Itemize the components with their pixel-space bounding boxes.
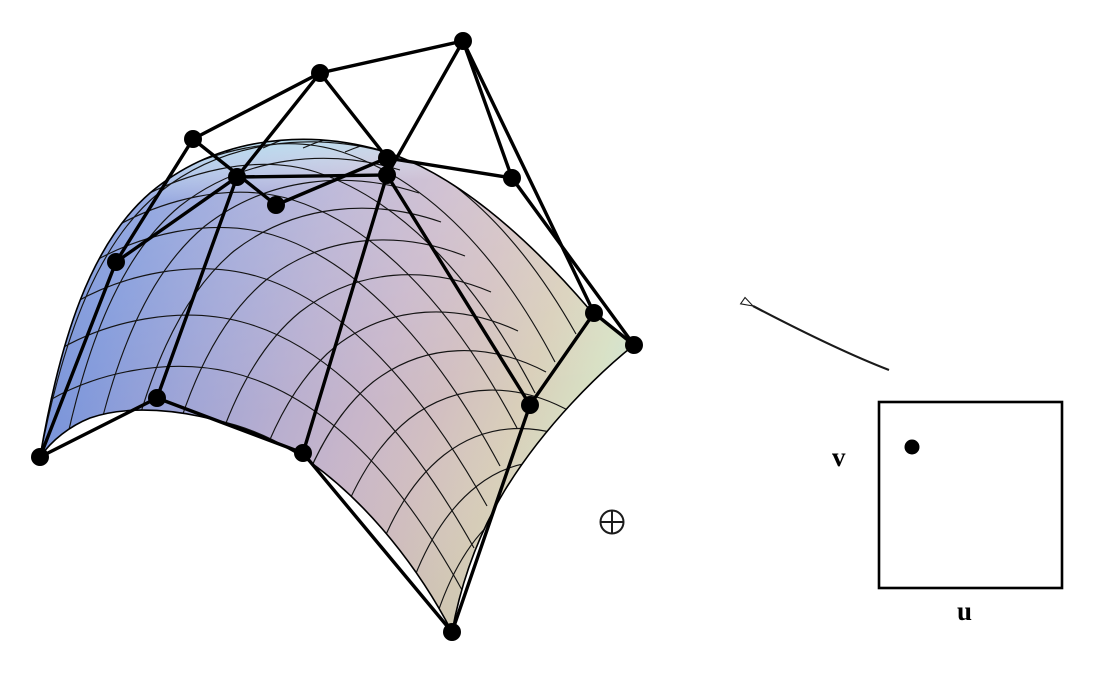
control-points xyxy=(31,32,643,641)
control-point[interactable] xyxy=(378,149,396,167)
control-point[interactable] xyxy=(107,253,125,271)
mapping-arrow xyxy=(753,306,890,372)
control-point[interactable] xyxy=(228,168,246,186)
control-point[interactable] xyxy=(378,166,396,184)
control-point[interactable] xyxy=(521,396,539,414)
bspline-surface-patch xyxy=(39,138,636,635)
control-point[interactable] xyxy=(625,336,643,354)
control-point[interactable] xyxy=(148,389,166,407)
control-point[interactable] xyxy=(311,64,329,82)
parameter-point[interactable] xyxy=(904,439,920,455)
control-point[interactable] xyxy=(184,130,202,148)
control-point[interactable] xyxy=(503,169,521,187)
control-point[interactable] xyxy=(454,32,472,50)
domain-square[interactable] xyxy=(877,400,1064,590)
surface-outline xyxy=(39,138,636,635)
surface-highlight xyxy=(40,139,634,632)
u-axis-label: u xyxy=(957,596,973,626)
crosshair-marker-icon xyxy=(599,509,625,535)
control-point[interactable] xyxy=(585,304,603,322)
control-point[interactable] xyxy=(443,623,461,641)
control-point[interactable] xyxy=(267,196,285,214)
control-point[interactable] xyxy=(31,448,49,466)
control-point[interactable] xyxy=(294,444,312,462)
v-axis-label: v xyxy=(832,442,846,472)
parameter-domain xyxy=(877,400,1064,590)
